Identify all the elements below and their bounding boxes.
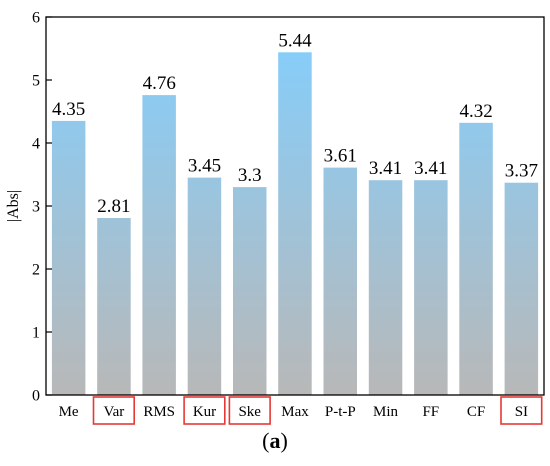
bar-cf <box>459 122 493 396</box>
value-label-si: 3.37 <box>505 161 538 182</box>
value-label-p-t-p: 3.61 <box>324 146 357 167</box>
bar-var <box>97 218 131 395</box>
value-label-me: 4.35 <box>52 99 85 120</box>
y-tick-label-5: 5 <box>32 73 40 90</box>
bar-si <box>504 182 539 395</box>
value-label-cf: 4.32 <box>459 101 492 122</box>
figure-caption: (a) <box>262 428 288 453</box>
y-axis-title: |Abs| <box>5 190 22 222</box>
y-tick-label-2: 2 <box>32 262 40 279</box>
category-labels-group: Me Var RMS Kur Ske Max P-t-P Min FF CF SI <box>59 404 528 420</box>
bars-group <box>51 52 539 396</box>
category-label-var: Var <box>103 404 124 420</box>
bar-me <box>51 120 86 396</box>
value-label-kur: 3.45 <box>188 156 221 177</box>
highlight-boxes-group <box>92 396 543 425</box>
value-label-max: 5.44 <box>278 30 312 51</box>
bar-min <box>368 180 403 395</box>
category-label-p-t-p: P-t-P <box>325 404 356 420</box>
y-tick-label-6: 6 <box>32 10 40 27</box>
value-label-ff: 3.41 <box>414 158 447 179</box>
value-label-ske: 3.3 <box>238 165 262 186</box>
highlight-box-ske <box>228 396 271 425</box>
value-label-rms: 4.76 <box>143 73 176 94</box>
value-label-min: 3.41 <box>369 158 402 179</box>
caption-letter: a <box>270 428 281 453</box>
category-label-cf: CF <box>467 404 485 420</box>
category-label-min: Min <box>373 404 399 420</box>
category-label-ske: Ske <box>238 404 261 420</box>
plot-frame <box>45 16 545 396</box>
value-labels-group: 4.35 2.81 4.76 3.45 3.3 5.44 3.61 3.41 3.41 4.32 3… <box>52 30 538 217</box>
category-label-si: SI <box>515 404 528 420</box>
caption-open-paren: ( <box>262 428 269 453</box>
y-axis-ticks-group: 0 1 2 3 4 5 6 <box>32 10 52 405</box>
y-tick-label-4: 4 <box>32 136 40 153</box>
category-label-kur: Kur <box>193 404 216 420</box>
y-tick-label-0: 0 <box>32 388 40 405</box>
y-tick-label-3: 3 <box>32 199 40 216</box>
value-label-var: 2.81 <box>97 196 130 217</box>
bar-ff <box>414 180 448 395</box>
highlight-box-kur <box>183 396 226 425</box>
category-label-me: Me <box>59 404 79 420</box>
category-label-ff: FF <box>422 404 439 420</box>
caption-close-paren: ) <box>281 428 288 453</box>
category-label-max: Max <box>281 404 309 420</box>
bar-max <box>278 52 312 396</box>
bar-kur <box>187 177 222 395</box>
highlight-box-si <box>500 396 543 425</box>
category-label-rms: RMS <box>143 404 175 420</box>
bar-p-t-p <box>323 167 357 395</box>
bar-rms <box>142 95 176 395</box>
bar-ske <box>233 187 267 395</box>
y-tick-label-1: 1 <box>32 325 40 342</box>
highlight-box-var <box>92 396 136 425</box>
